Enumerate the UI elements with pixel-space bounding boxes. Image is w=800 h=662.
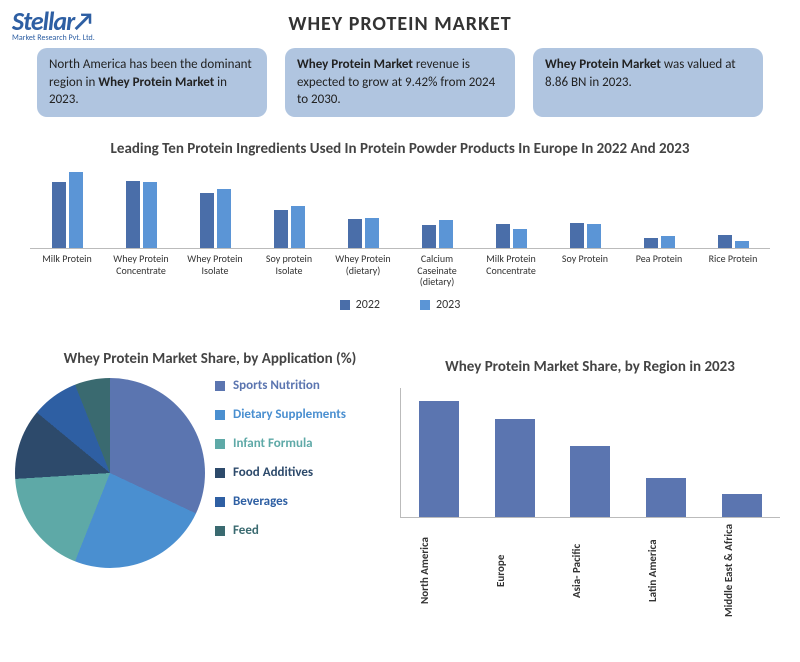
callout-bold: Whey Protein Market bbox=[297, 57, 413, 72]
bar-2022 bbox=[200, 193, 214, 248]
x-axis-label: Whey Protein (dietary) bbox=[326, 253, 400, 288]
chart-title: Whey Protein Market Share, by Applicatio… bbox=[20, 350, 400, 368]
x-axis-label: Middle East & Africa bbox=[722, 524, 762, 617]
legend-label: 2023 bbox=[436, 298, 460, 312]
bar-group bbox=[622, 164, 696, 248]
legend-swatch bbox=[215, 381, 225, 391]
chart-plot-area bbox=[400, 388, 780, 518]
legend-label: Sports Nutrition bbox=[233, 378, 320, 393]
legend-label: Infant Formula bbox=[233, 436, 313, 451]
legend-item: Beverages bbox=[215, 494, 346, 509]
bar-2022 bbox=[422, 225, 436, 248]
legend-item: Sports Nutrition bbox=[215, 378, 346, 393]
chart-x-labels: Milk ProteinWhey Protein ConcentrateWhey… bbox=[30, 253, 770, 288]
bar-group bbox=[400, 164, 474, 248]
chart-title: Leading Ten Protein Ingredients Used In … bbox=[30, 140, 770, 158]
bar-group bbox=[326, 164, 400, 248]
bar-2022 bbox=[126, 181, 140, 248]
application-share-chart: Whey Protein Market Share, by Applicatio… bbox=[20, 350, 400, 568]
legend-swatch bbox=[215, 497, 225, 507]
legend-swatch bbox=[215, 410, 225, 420]
legend-swatch bbox=[340, 300, 350, 310]
bar-group bbox=[30, 164, 104, 248]
region-bar bbox=[722, 494, 762, 517]
bar-2022 bbox=[274, 210, 288, 248]
chart-x-labels: North America Europe Asia- Pacific Latin Am… bbox=[400, 524, 780, 617]
x-axis-label: Europe bbox=[494, 524, 534, 617]
bar-group bbox=[474, 164, 548, 248]
region-bar bbox=[495, 419, 535, 517]
region-bar bbox=[419, 401, 459, 517]
bar-2022 bbox=[718, 235, 732, 248]
x-axis-label: Rice Protein bbox=[696, 253, 770, 288]
bar-group bbox=[696, 164, 770, 248]
chart-plot-area bbox=[30, 164, 770, 249]
legend-item: 2023 bbox=[420, 298, 460, 312]
legend-swatch bbox=[215, 468, 225, 478]
callout-bold: Whey Protein Market bbox=[98, 75, 214, 90]
region-share-chart: Whey Protein Market Share, by Region in … bbox=[400, 358, 780, 617]
x-axis-label: Soy Protein bbox=[548, 253, 622, 288]
legend-label: Dietary Supplements bbox=[233, 407, 346, 422]
x-axis-label: Whey Protein Concentrate bbox=[104, 253, 178, 288]
bar-group bbox=[178, 164, 252, 248]
bar-2022 bbox=[570, 223, 584, 248]
callout-box: Whey Protein Market revenue is expected … bbox=[285, 48, 515, 117]
bar-2023 bbox=[143, 182, 157, 248]
ingredients-chart: Leading Ten Protein Ingredients Used In … bbox=[30, 140, 770, 312]
callout-box: North America has been the dominant regi… bbox=[37, 48, 267, 117]
chart-title: Whey Protein Market Share, by Region in … bbox=[400, 358, 780, 376]
legend-item: Infant Formula bbox=[215, 436, 346, 451]
page-title: WHEY PROTEIN MARKET bbox=[0, 12, 800, 36]
region-bar bbox=[570, 446, 610, 517]
chart-legend: 2022 2023 bbox=[30, 298, 770, 312]
bar-2023 bbox=[735, 241, 749, 248]
callout-bold: Whey Protein Market bbox=[545, 57, 661, 72]
x-axis-label: Soy protein Isolate bbox=[252, 253, 326, 288]
bar-2022 bbox=[348, 219, 362, 248]
x-axis-label: Calcium Caseinate (dietary) bbox=[400, 253, 474, 288]
legend-item: Food Additives bbox=[215, 465, 346, 480]
x-axis-label: Whey Protein Isolate bbox=[178, 253, 252, 288]
x-axis-label: Milk Protein bbox=[30, 253, 104, 288]
legend-item: Feed bbox=[215, 523, 346, 538]
region-bar bbox=[646, 478, 686, 517]
bar-2023 bbox=[217, 189, 231, 248]
bar-2023 bbox=[69, 172, 83, 248]
legend-item: 2022 bbox=[340, 298, 380, 312]
bar-group bbox=[252, 164, 326, 248]
pie-legend: Sports Nutrition Dietary Supplements Infan… bbox=[215, 378, 346, 538]
bar-2023 bbox=[365, 218, 379, 248]
legend-swatch bbox=[215, 526, 225, 536]
bar-group bbox=[104, 164, 178, 248]
bar-2023 bbox=[291, 206, 305, 248]
x-axis-label: Latin America bbox=[646, 524, 686, 617]
bar-group bbox=[548, 164, 622, 248]
bar-2022 bbox=[644, 238, 658, 248]
pie-graphic bbox=[15, 378, 205, 568]
legend-item: Dietary Supplements bbox=[215, 407, 346, 422]
legend-label: Beverages bbox=[233, 494, 288, 509]
x-axis-label: North America bbox=[418, 524, 458, 617]
legend-label: Food Additives bbox=[233, 465, 313, 480]
legend-label: 2022 bbox=[356, 298, 380, 312]
x-axis-label: Pea Protein bbox=[622, 253, 696, 288]
x-axis-label: Milk Protein Concentrate bbox=[474, 253, 548, 288]
callouts-row: North America has been the dominant regi… bbox=[30, 48, 770, 117]
bar-2023 bbox=[661, 236, 675, 248]
legend-label: Feed bbox=[233, 523, 259, 538]
callout-box: Whey Protein Market was valued at 8.86 B… bbox=[533, 48, 763, 117]
bar-2023 bbox=[587, 224, 601, 248]
bar-2023 bbox=[439, 220, 453, 248]
legend-swatch bbox=[420, 300, 430, 310]
bar-2022 bbox=[52, 182, 66, 248]
legend-swatch bbox=[215, 439, 225, 449]
bar-2023 bbox=[513, 229, 527, 248]
bar-2022 bbox=[496, 224, 510, 248]
x-axis-label: Asia- Pacific bbox=[570, 524, 610, 617]
